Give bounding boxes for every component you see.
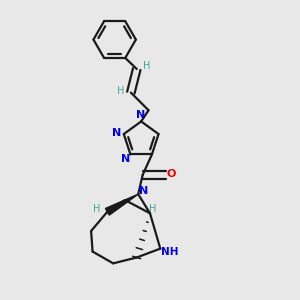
Polygon shape <box>105 194 138 215</box>
Text: H: H <box>143 61 151 71</box>
Text: N: N <box>139 186 148 196</box>
Text: H: H <box>93 205 101 214</box>
Text: O: O <box>167 169 176 179</box>
Text: H: H <box>117 86 124 96</box>
Text: N: N <box>136 110 145 120</box>
Text: H: H <box>149 204 157 214</box>
Text: N: N <box>121 154 130 164</box>
Text: N: N <box>112 128 121 138</box>
Text: NH: NH <box>161 247 179 256</box>
